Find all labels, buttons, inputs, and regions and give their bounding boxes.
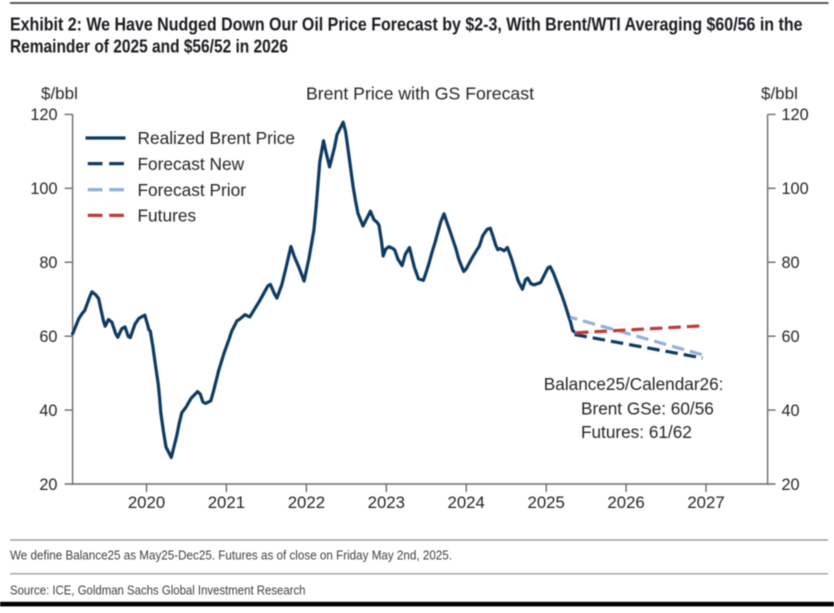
svg-text:Remainder of 2025 and $56/52 i: Remainder of 2025 and $56/52 in 2026 [10, 37, 288, 57]
svg-text:2020: 2020 [128, 493, 165, 512]
svg-text:120: 120 [30, 106, 57, 124]
svg-text:2021: 2021 [208, 493, 245, 512]
svg-text:2022: 2022 [288, 493, 325, 512]
svg-text:$/bbl: $/bbl [761, 84, 798, 103]
svg-text:We define Balance25 as May25-D: We define Balance25 as May25-Dec25. Futu… [10, 548, 452, 563]
svg-text:60: 60 [782, 328, 800, 346]
svg-text:Balance25/Calendar26:: Balance25/Calendar26: [544, 374, 724, 394]
svg-text:Brent Price with GS Forecast: Brent Price with GS Forecast [306, 84, 534, 104]
svg-text:80: 80 [782, 254, 800, 272]
svg-text:100: 100 [782, 180, 809, 198]
svg-text:2024: 2024 [448, 493, 485, 512]
svg-text:40: 40 [782, 402, 800, 420]
svg-text:Forecast Prior: Forecast Prior [138, 180, 247, 200]
svg-text:2026: 2026 [607, 493, 644, 512]
svg-text:2027: 2027 [687, 493, 724, 512]
svg-text:120: 120 [782, 106, 809, 124]
svg-text:$/bbl: $/bbl [41, 84, 78, 103]
svg-text:20: 20 [782, 476, 800, 494]
svg-text:Forecast New: Forecast New [138, 154, 245, 174]
svg-text:20: 20 [39, 476, 57, 494]
svg-text:Futures: 61/62: Futures: 61/62 [581, 422, 692, 442]
svg-text:40: 40 [39, 402, 57, 420]
svg-text:100: 100 [30, 180, 57, 198]
svg-text:Source: ICE, Goldman Sachs Glo: Source: ICE, Goldman Sachs Global Invest… [10, 583, 306, 598]
svg-text:Brent GSe: 60/56: Brent GSe: 60/56 [581, 398, 714, 418]
svg-text:2023: 2023 [368, 493, 405, 512]
svg-text:Realized Brent Price: Realized Brent Price [138, 128, 296, 148]
svg-text:Futures: Futures [138, 206, 197, 226]
svg-text:Exhibit 2: We Have Nudged Down: Exhibit 2: We Have Nudged Down Our Oil P… [10, 15, 803, 35]
svg-text:60: 60 [39, 328, 57, 346]
svg-text:80: 80 [39, 254, 57, 272]
svg-text:2025: 2025 [528, 493, 565, 512]
